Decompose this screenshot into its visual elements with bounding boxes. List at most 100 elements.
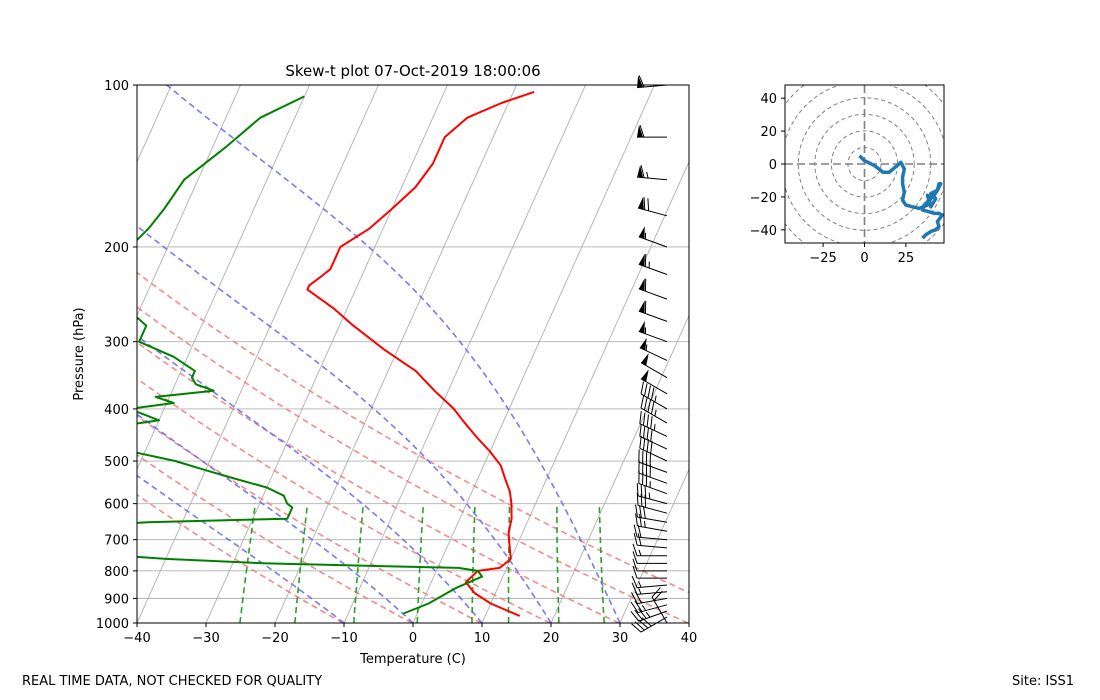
y-tick-label: 700 [104, 534, 129, 549]
x-tick-label: −30 [192, 631, 219, 646]
wind-barb [638, 449, 668, 473]
dry-adiabat [137, 271, 689, 594]
mixing-ratio-line [353, 503, 365, 623]
hodo-x-tick-label: 0 [860, 251, 868, 266]
wind-barb [640, 381, 668, 410]
wind-barb [640, 395, 668, 424]
moist-adiabat [166, 85, 621, 623]
wind-barb [632, 551, 667, 564]
x-axis-label: Temperature (C) [359, 652, 466, 667]
moist-adiabat [137, 225, 552, 623]
y-tick-label: 800 [104, 565, 129, 580]
chart-title: Skew-t plot 07-Oct-2019 18:00:06 [285, 62, 540, 80]
isotherm [205, 85, 448, 623]
isotherm [137, 85, 241, 317]
wind-barb [632, 558, 667, 572]
wind-barb [633, 532, 668, 549]
moist-adiabat [137, 334, 483, 623]
dry-adiabat [137, 453, 413, 623]
y-tick-label: 600 [104, 498, 129, 513]
isotherm [412, 85, 655, 623]
x-tick-label: 10 [474, 631, 491, 646]
wind-barb [633, 524, 668, 541]
hodo-y-tick-label: −40 [750, 224, 777, 239]
wind-barb [632, 543, 667, 557]
isotherm [274, 85, 517, 623]
dry-adiabat [137, 493, 344, 623]
x-tick-label: −10 [330, 631, 357, 646]
wind-barb [638, 253, 668, 275]
wind-barb [638, 226, 668, 248]
wind-barb [630, 608, 668, 622]
wind-barb [640, 353, 668, 379]
y-tick-label: 300 [104, 336, 129, 351]
hodo-y-tick-label: 40 [760, 92, 777, 107]
x-tick-label: 0 [409, 631, 417, 646]
wind-barb [636, 492, 668, 514]
moist-adiabat [137, 474, 345, 623]
y-tick-label: 200 [104, 241, 129, 256]
dry-adiabat [137, 306, 689, 623]
hodo-y-tick-label: 20 [760, 125, 777, 140]
wind-barb [635, 504, 668, 523]
isotherm [550, 314, 689, 623]
wind-barb [637, 75, 668, 89]
x-tick-label: −40 [123, 631, 150, 646]
wind-barb [631, 582, 668, 595]
wind-barb [632, 565, 667, 579]
wind-barb [640, 369, 668, 395]
isotherm [343, 85, 586, 623]
x-tick-label: 30 [612, 631, 629, 646]
wind-barb [638, 470, 668, 495]
isotherm [758, 85, 1000, 623]
mixing-ratio-line [239, 503, 257, 623]
y-tick-label: 100 [104, 79, 129, 94]
skewt-plot-area [0, 85, 1000, 623]
x-tick-label: 40 [681, 631, 698, 646]
wind-barb [639, 411, 668, 437]
isotherm [0, 85, 34, 623]
skewt-axes-frame [136, 84, 690, 624]
dry-adiabat [137, 377, 551, 623]
hodo-x-tick-label: 25 [898, 251, 915, 266]
y-tick-label: 500 [104, 455, 129, 470]
mixing-ratio-line [598, 503, 605, 623]
isotherm [137, 85, 310, 471]
wind-barb [636, 483, 668, 505]
hodo-x-tick-label: −25 [809, 251, 836, 266]
isotherm [688, 621, 689, 623]
y-axis-label: Pressure (hPa) [72, 307, 87, 400]
dry-adiabat [137, 341, 620, 623]
wind-barb [638, 320, 668, 343]
y-tick-label: 400 [104, 403, 129, 418]
hodograph-trace [858, 154, 944, 240]
wind-barb [637, 165, 668, 181]
quality-disclaimer: REAL TIME DATA, NOT CHECKED FOR QUALITY [22, 674, 323, 689]
wind-barb [639, 337, 668, 361]
isotherm [0, 85, 103, 623]
x-tick-label: 20 [543, 631, 560, 646]
hodo-y-tick-label: −20 [750, 191, 777, 206]
wind-barb [637, 124, 667, 138]
x-tick-label: −20 [261, 631, 288, 646]
wind-barb [639, 423, 668, 450]
wind-barb [630, 600, 668, 614]
wind-barb [638, 300, 668, 322]
mixing-ratio-line [471, 503, 476, 623]
wind-barb [639, 435, 668, 462]
isotherm [481, 160, 689, 623]
moist-adiabat [137, 413, 414, 623]
wind-barb [637, 196, 668, 217]
mixing-ratio-line [556, 503, 560, 623]
y-tick-label: 900 [104, 592, 129, 607]
skewt-plot: −40 −30 −20 −10 0 10 20 30 401000900800700600500… [0, 62, 1000, 667]
isotherm [619, 468, 689, 623]
wind-barb [631, 575, 668, 589]
temperature-profile [306, 90, 535, 617]
isotherm [137, 85, 379, 623]
hodo-y-tick-label: 0 [769, 158, 777, 173]
hodograph-plot: −25 0 25 40 20 0 −20 −40 [750, 84, 945, 266]
y-tick-label: 1000 [96, 617, 129, 632]
wind-barb [630, 591, 668, 605]
